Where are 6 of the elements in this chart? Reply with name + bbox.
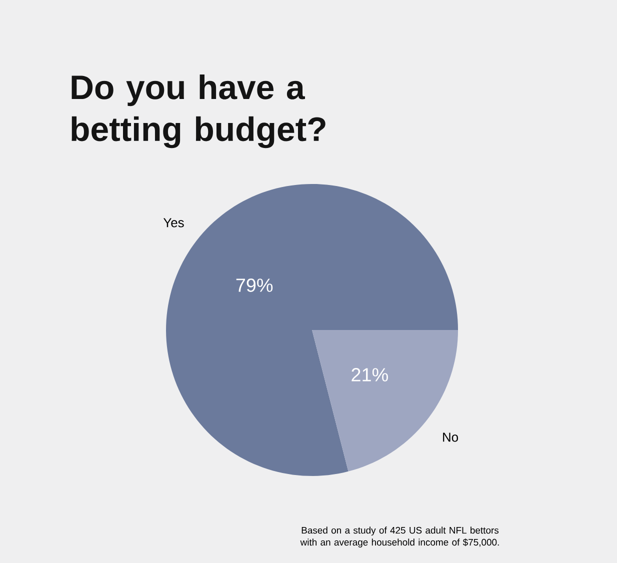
slice-label: Yes [163, 218, 184, 228]
chart-title: Do you have a betting budget? [72, 74, 326, 148]
text: Based on a study of 425 US adult NFL bettors with an average household income of $75,000. [300, 526, 499, 548]
slice-label: No [443, 432, 458, 442]
data-label: 79% [236, 278, 273, 292]
data-label: 21% [352, 368, 388, 382]
